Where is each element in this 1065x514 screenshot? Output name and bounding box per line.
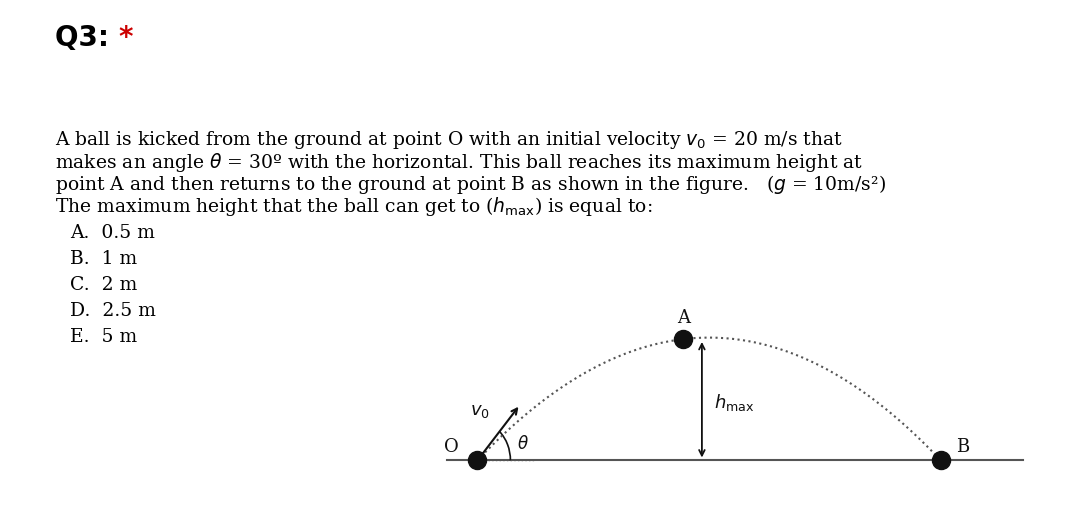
- Text: *: *: [118, 24, 132, 52]
- Text: $\theta$: $\theta$: [517, 435, 528, 453]
- Text: D.  2.5 m: D. 2.5 m: [70, 302, 155, 320]
- Text: point A and then returns to the ground at point B as shown in the figure.   ($g$: point A and then returns to the ground a…: [55, 173, 886, 196]
- Text: B: B: [956, 437, 969, 455]
- Text: A: A: [677, 309, 690, 327]
- Text: $h_{\mathrm{max}}$: $h_{\mathrm{max}}$: [715, 392, 755, 413]
- Text: C.  2 m: C. 2 m: [70, 276, 137, 294]
- Text: makes an angle $\theta$ = 30º with the horizontal. This ball reaches its maximum: makes an angle $\theta$ = 30º with the h…: [55, 151, 863, 174]
- Text: O: O: [444, 437, 459, 455]
- Text: Q3:: Q3:: [55, 24, 118, 52]
- Text: E.  5 m: E. 5 m: [70, 328, 137, 346]
- Text: $v_0$: $v_0$: [471, 402, 490, 420]
- Text: B.  1 m: B. 1 m: [70, 250, 137, 268]
- Text: The maximum height that the ball can get to ($h_{\mathrm{max}}$) is equal to:: The maximum height that the ball can get…: [55, 195, 653, 218]
- Text: A.  0.5 m: A. 0.5 m: [70, 224, 154, 242]
- Text: A ball is kicked from the ground at point O with an initial velocity $v_0$ = 20 : A ball is kicked from the ground at poin…: [55, 129, 842, 151]
